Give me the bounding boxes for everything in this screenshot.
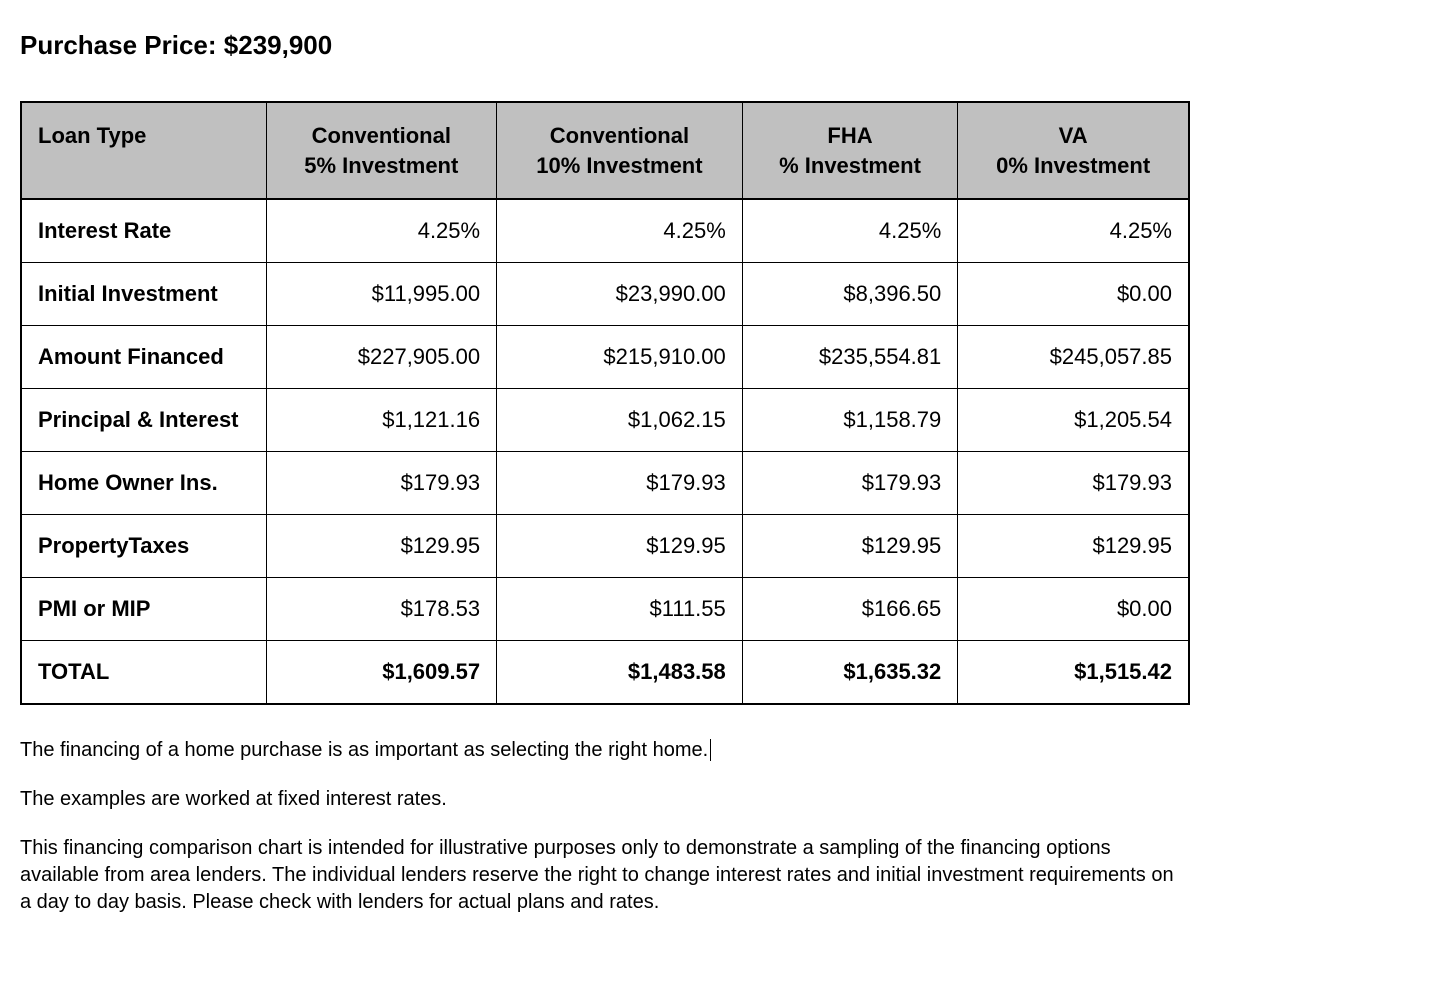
table-row: Amount Financed $227,905.00 $215,910.00 … xyxy=(21,326,1189,389)
row-val: $166.65 xyxy=(742,578,958,641)
table-row: PropertyTaxes $129.95 $129.95 $129.95 $1… xyxy=(21,515,1189,578)
row-label: Principal & Interest xyxy=(21,389,266,452)
table-row: Home Owner Ins. $179.93 $179.93 $179.93 … xyxy=(21,452,1189,515)
note-paragraph-2: The examples are worked at fixed interes… xyxy=(20,786,1190,813)
header-col-2-line2: 10% Investment xyxy=(536,153,702,178)
row-val: $111.55 xyxy=(497,578,743,641)
row-val: $129.95 xyxy=(266,515,497,578)
table-row: Initial Investment $11,995.00 $23,990.00… xyxy=(21,263,1189,326)
table-header-row: Loan Type Conventional 5% Investment Con… xyxy=(21,102,1189,199)
row-val: $179.93 xyxy=(958,452,1189,515)
header-col-1: Conventional 5% Investment xyxy=(266,102,497,199)
header-col-3: FHA % Investment xyxy=(742,102,958,199)
row-label: Amount Financed xyxy=(21,326,266,389)
page-title: Purchase Price: $239,900 xyxy=(20,30,1422,61)
row-label: PMI or MIP xyxy=(21,578,266,641)
table-row: PMI or MIP $178.53 $111.55 $166.65 $0.00 xyxy=(21,578,1189,641)
row-val: $1,483.58 xyxy=(497,641,743,705)
header-col-3-line1: FHA xyxy=(827,123,872,148)
table-row-total: TOTAL $1,609.57 $1,483.58 $1,635.32 $1,5… xyxy=(21,641,1189,705)
row-val: $179.93 xyxy=(742,452,958,515)
row-val: $1,515.42 xyxy=(958,641,1189,705)
row-val: $129.95 xyxy=(497,515,743,578)
header-col-4-line1: VA xyxy=(1059,123,1088,148)
row-val: $245,057.85 xyxy=(958,326,1189,389)
row-val: $179.93 xyxy=(497,452,743,515)
row-val: $1,062.15 xyxy=(497,389,743,452)
row-val: 4.25% xyxy=(742,199,958,263)
header-col-1-line1: Conventional xyxy=(312,123,451,148)
note-text-1: The financing of a home purchase is as i… xyxy=(20,739,708,761)
header-col-1-line2: 5% Investment xyxy=(304,153,458,178)
row-val: $129.95 xyxy=(742,515,958,578)
row-label: TOTAL xyxy=(21,641,266,705)
row-val: $0.00 xyxy=(958,578,1189,641)
row-val: $1,121.16 xyxy=(266,389,497,452)
row-val: $1,158.79 xyxy=(742,389,958,452)
header-col-4: VA 0% Investment xyxy=(958,102,1189,199)
header-col-2: Conventional 10% Investment xyxy=(497,102,743,199)
row-val: $178.53 xyxy=(266,578,497,641)
header-col-2-line1: Conventional xyxy=(550,123,689,148)
row-val: $215,910.00 xyxy=(497,326,743,389)
row-val: 4.25% xyxy=(958,199,1189,263)
row-val: $179.93 xyxy=(266,452,497,515)
table-row: Interest Rate 4.25% 4.25% 4.25% 4.25% xyxy=(21,199,1189,263)
note-paragraph-3: This financing comparison chart is inten… xyxy=(20,835,1190,916)
row-val: $1,609.57 xyxy=(266,641,497,705)
header-col-3-line2: % Investment xyxy=(779,153,921,178)
row-val: $129.95 xyxy=(958,515,1189,578)
table-body: Interest Rate 4.25% 4.25% 4.25% 4.25% In… xyxy=(21,199,1189,704)
loan-comparison-table: Loan Type Conventional 5% Investment Con… xyxy=(20,101,1190,705)
notes-section: The financing of a home purchase is as i… xyxy=(20,737,1190,916)
row-val: $235,554.81 xyxy=(742,326,958,389)
row-label: PropertyTaxes xyxy=(21,515,266,578)
row-val: $11,995.00 xyxy=(266,263,497,326)
table-row: Principal & Interest $1,121.16 $1,062.15… xyxy=(21,389,1189,452)
row-val: 4.25% xyxy=(266,199,497,263)
row-val: $1,205.54 xyxy=(958,389,1189,452)
row-val: 4.25% xyxy=(497,199,743,263)
text-cursor xyxy=(710,739,711,761)
row-val: $227,905.00 xyxy=(266,326,497,389)
row-val: $8,396.50 xyxy=(742,263,958,326)
row-label: Home Owner Ins. xyxy=(21,452,266,515)
header-col-4-line2: 0% Investment xyxy=(996,153,1150,178)
row-val: $1,635.32 xyxy=(742,641,958,705)
row-val: $0.00 xyxy=(958,263,1189,326)
row-val: $23,990.00 xyxy=(497,263,743,326)
note-paragraph-1: The financing of a home purchase is as i… xyxy=(20,737,1190,764)
row-label: Initial Investment xyxy=(21,263,266,326)
row-label: Interest Rate xyxy=(21,199,266,263)
header-label-col: Loan Type xyxy=(21,102,266,199)
